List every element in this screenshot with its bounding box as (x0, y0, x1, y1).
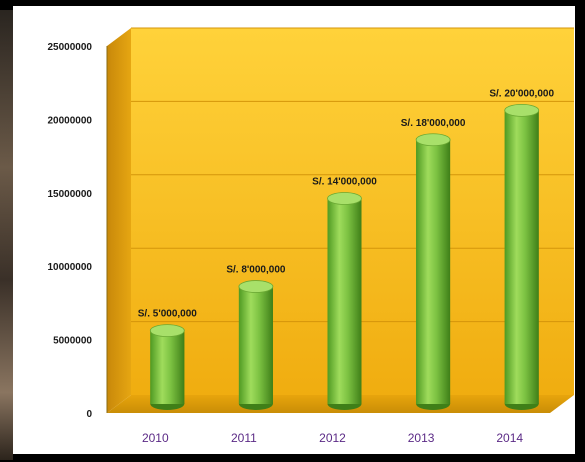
bar-top (415, 133, 451, 147)
data-label: S/. 5'000,000 (138, 309, 198, 320)
bar-2012 (327, 192, 362, 410)
y-tick-label: 5000000 (53, 336, 92, 347)
bar-top (327, 192, 362, 205)
y-tick-label: 0 (86, 409, 92, 420)
x-tick-label: 2012 (319, 431, 346, 445)
y-tick-label: 10000000 (48, 262, 93, 273)
data-labels: S/. 5'000,000 S/. 8'000,000 S/. 14'000,000… (138, 88, 555, 319)
x-tick-label: 2013 (408, 431, 435, 445)
bar-series (149, 104, 540, 410)
bar-body-front (504, 110, 539, 405)
data-label: S/. 14'000,000 (312, 176, 377, 187)
bar-top (149, 324, 185, 338)
data-label: S/. 18'000,000 (401, 118, 466, 129)
bar-top (238, 280, 274, 293)
bar-body-front (327, 198, 362, 404)
bar-2011 (238, 280, 274, 410)
bar-top (504, 104, 540, 117)
bar-body-front (238, 286, 273, 404)
bar-body-front (416, 139, 451, 404)
bar-2014 (504, 104, 540, 410)
x-axis-tick-labels: 2010 2011 2012 2013 2014 (142, 431, 523, 445)
y-tick-label: 25000000 (48, 42, 93, 53)
y-axis-tick-labels: 0 5000000 10000000 15000000 20000000 25000000 (48, 42, 93, 420)
x-tick-label: 2014 (496, 431, 523, 445)
data-label: S/. 20'000,000 (489, 88, 554, 99)
y-tick-label: 15000000 (48, 189, 93, 200)
x-tick-label: 2011 (231, 431, 257, 445)
bar-body-front (150, 330, 185, 404)
background-photo-strip (0, 10, 13, 460)
y-tick-label: 20000000 (48, 115, 93, 126)
bar-2010 (149, 324, 185, 410)
x-tick-label: 2010 (142, 431, 169, 445)
chart-side-wall (107, 28, 131, 413)
data-label: S/. 8'000,000 (226, 265, 286, 276)
bar-2013 (415, 133, 451, 410)
